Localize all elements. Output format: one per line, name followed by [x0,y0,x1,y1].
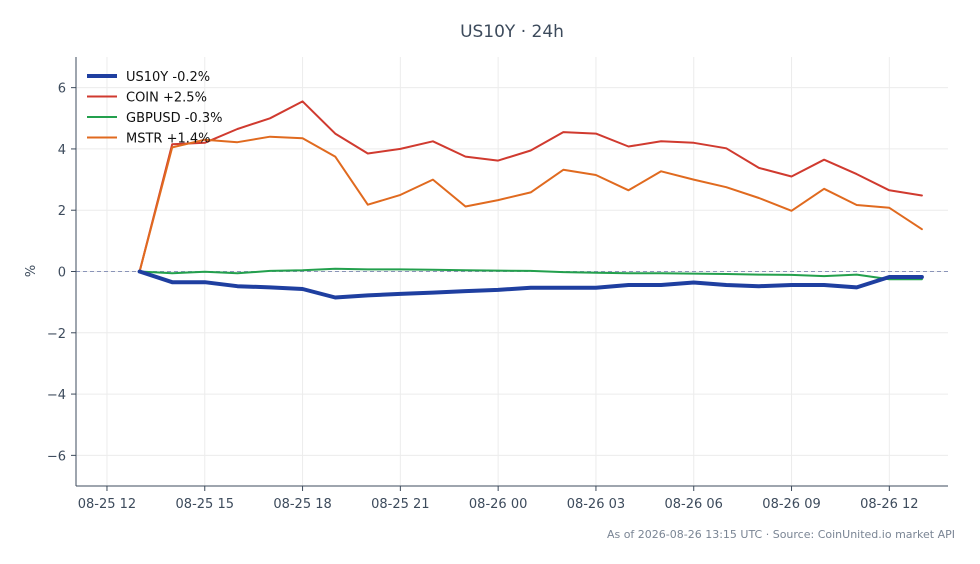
series-line-gbpusd [138,267,923,281]
series-line-mstr [138,135,923,273]
x-tick-label: 08-25 15 [176,497,234,512]
series-group [137,100,924,300]
legend-label: GBPUSD -0.3% [126,111,222,126]
y-tick-label: 0 [58,266,66,281]
x-tick-label: 08-26 03 [567,497,625,512]
source-footer: As of 2026-08-26 13:15 UTC · Source: Coi… [607,528,955,541]
y-tick-label: −2 [47,327,66,342]
y-tick-label: −4 [47,388,66,403]
legend-label: US10Y -0.2% [126,70,210,85]
y-tick-label: 6 [58,82,66,97]
y-tick-label: 4 [58,143,66,158]
series-line-coin [138,100,923,273]
legend-label: MSTR +1.4% [126,132,211,147]
x-tick-label: 08-26 06 [665,497,723,512]
y-tick-label: 2 [58,204,66,219]
x-tick-label: 08-25 12 [78,497,136,512]
legend: US10Y -0.2% COIN +2.5% GBPUSD -0.3% MSTR +1… [87,70,222,147]
x-tick-label: 08-26 12 [860,497,918,512]
series-line-us10y [137,269,924,300]
x-tick-label: 08-26 00 [469,497,527,512]
x-tick-label: 08-25 18 [273,497,331,512]
legend-label: COIN +2.5% [126,91,207,106]
y-tick-label: −6 [47,449,66,464]
y-axis-label: % [24,265,39,277]
axes: −6 −4 −2 0 2 4 6 08-25 12 08-25 15 08-25 18 08-25 … [47,57,948,512]
x-tick-label: 08-25 21 [371,497,429,512]
x-tick-label: 08-26 09 [762,497,820,512]
chart-title: US10Y · 24h [460,22,564,42]
